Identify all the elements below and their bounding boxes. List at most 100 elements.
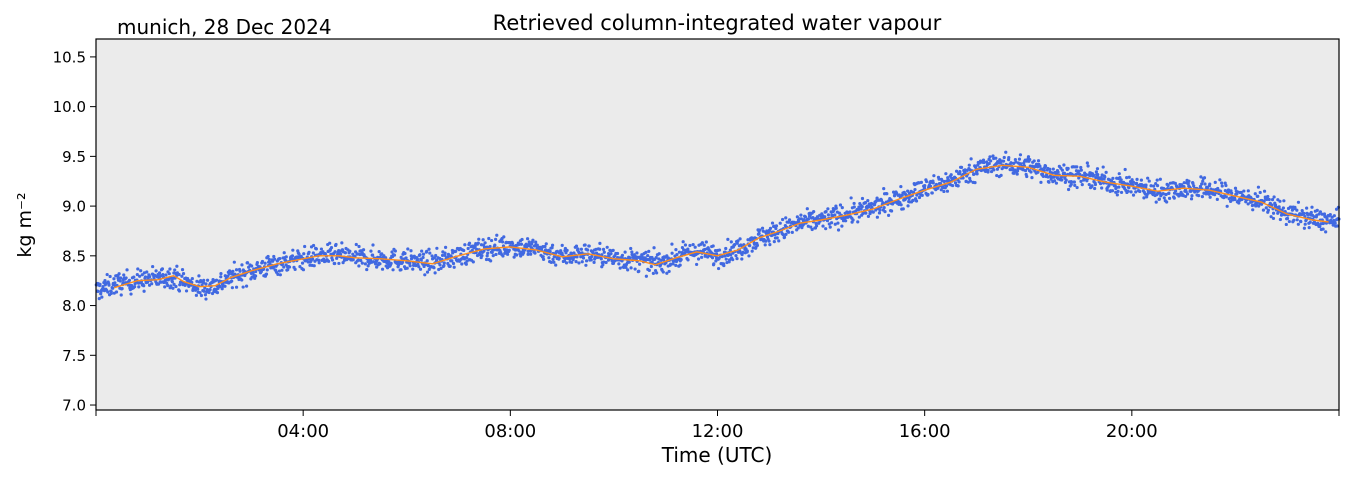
data-point	[590, 254, 594, 259]
data-point	[525, 237, 530, 241]
data-point	[544, 248, 548, 252]
data-point	[600, 253, 604, 257]
data-point	[145, 270, 149, 274]
data-point	[190, 277, 194, 281]
data-point	[551, 257, 555, 261]
data-point	[1142, 196, 1146, 200]
data-point	[638, 262, 642, 266]
data-point	[238, 269, 242, 273]
data-point	[1197, 194, 1201, 198]
data-point	[1098, 182, 1103, 186]
data-point	[139, 269, 143, 273]
data-point	[877, 211, 882, 215]
data-point	[650, 260, 654, 264]
data-point	[772, 239, 776, 244]
data-point	[1282, 199, 1286, 203]
data-point	[736, 239, 740, 243]
data-point	[671, 262, 675, 266]
data-point	[758, 228, 762, 232]
data-point	[803, 215, 808, 219]
data-point	[1205, 186, 1210, 190]
data-point	[97, 297, 101, 301]
data-point	[151, 264, 155, 269]
data-point	[391, 268, 395, 272]
data-point	[132, 275, 136, 279]
data-point	[823, 215, 827, 219]
data-point	[1271, 211, 1276, 215]
data-point	[409, 249, 413, 253]
y-axis: 7.0 7.5 8.0 8.5 9.0 9.5 10.0 10.5	[53, 48, 96, 415]
data-point	[780, 217, 785, 222]
data-point	[194, 293, 198, 297]
data-point	[264, 272, 269, 276]
data-point	[923, 184, 927, 188]
data-point	[1328, 212, 1332, 217]
data-point	[1047, 180, 1051, 184]
data-point	[312, 264, 316, 268]
data-point	[1056, 170, 1060, 174]
data-point	[611, 248, 615, 252]
data-point	[686, 247, 690, 251]
data-point	[951, 183, 955, 188]
data-point	[1095, 167, 1100, 171]
data-point	[178, 283, 182, 287]
data-point	[1237, 201, 1241, 205]
data-point	[724, 246, 728, 251]
data-point	[1140, 183, 1144, 187]
data-point	[711, 244, 715, 248]
data-point	[177, 289, 182, 293]
data-point	[307, 250, 311, 254]
data-point	[127, 278, 132, 282]
data-point	[254, 269, 258, 274]
data-point	[107, 283, 111, 287]
data-point	[911, 198, 915, 203]
data-point	[599, 257, 603, 261]
data-point	[629, 266, 633, 270]
data-point	[760, 226, 765, 230]
data-point	[856, 220, 860, 224]
data-point	[136, 267, 140, 271]
data-point	[1290, 208, 1295, 212]
y-tick-label: 7.5	[62, 347, 86, 365]
data-point	[1023, 169, 1028, 173]
data-point	[267, 257, 271, 262]
data-point	[646, 254, 650, 258]
data-point	[986, 168, 990, 172]
data-point	[1004, 150, 1008, 154]
data-point	[99, 292, 103, 296]
data-point	[437, 267, 441, 272]
data-point	[535, 243, 539, 247]
data-point	[329, 246, 334, 250]
data-point	[418, 253, 422, 257]
data-point	[764, 239, 768, 243]
data-point	[203, 286, 207, 290]
data-point	[1075, 185, 1079, 190]
data-point	[657, 252, 661, 256]
data-point	[949, 173, 953, 177]
chart-title: Retrieved column-integrated water vapour	[493, 11, 942, 35]
data-point	[681, 240, 685, 244]
data-point	[427, 267, 431, 271]
data-point	[1161, 192, 1165, 196]
y-tick-label: 7.0	[62, 397, 86, 415]
data-point	[1110, 189, 1115, 193]
data-point	[231, 269, 235, 273]
data-point	[693, 245, 697, 249]
data-point	[991, 154, 995, 158]
data-point	[423, 273, 427, 277]
data-point	[1039, 180, 1043, 184]
data-point	[1007, 156, 1011, 160]
data-point	[202, 289, 206, 293]
data-point	[670, 251, 674, 255]
data-point	[774, 224, 779, 228]
data-point	[1256, 194, 1260, 198]
data-point	[1242, 189, 1246, 193]
data-point	[483, 241, 487, 245]
data-point	[113, 281, 117, 285]
data-point	[425, 270, 430, 274]
data-point	[564, 261, 569, 265]
data-point	[543, 244, 547, 249]
data-point	[592, 260, 596, 265]
data-point	[810, 227, 814, 232]
data-point	[1114, 185, 1119, 190]
